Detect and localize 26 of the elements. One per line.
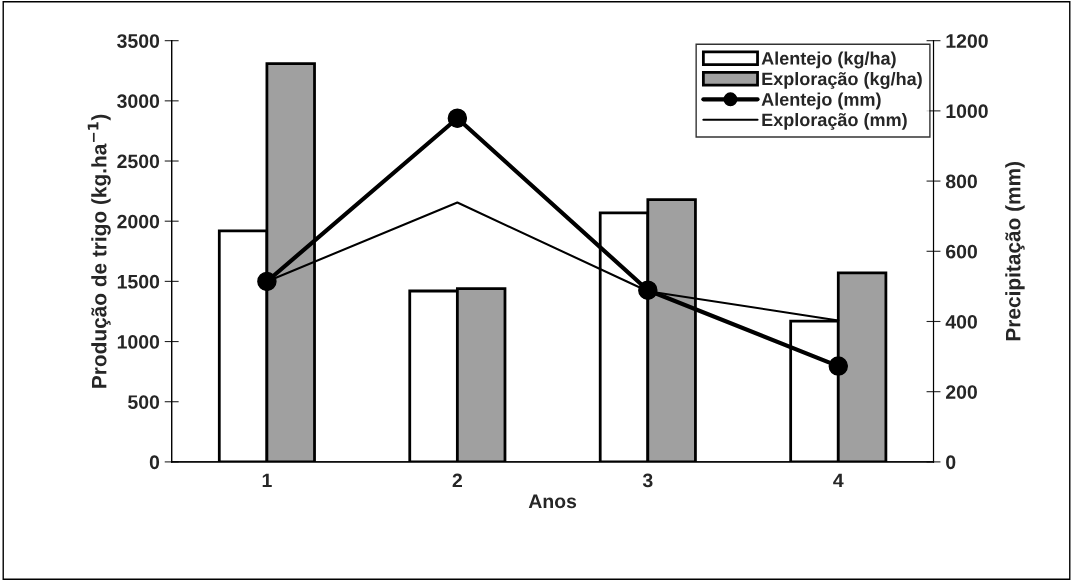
y2-tick-label: 1000 xyxy=(946,104,988,119)
y-tick-label: 3500 xyxy=(117,34,160,48)
y2-tick-label: 1200 xyxy=(946,34,988,48)
y2-axis-title: Precipitação (mm) xyxy=(1005,162,1025,341)
y-tick-label: 2000 xyxy=(117,214,160,229)
x-tick-label: 4 xyxy=(833,473,844,488)
y2-tick-label: 400 xyxy=(945,314,977,329)
x-tick-label: 2 xyxy=(452,473,462,488)
y-tick-label: 2500 xyxy=(117,154,160,169)
legend-label: Exploração (kg/ha) xyxy=(762,72,922,89)
y2-tick-label: 0 xyxy=(946,455,956,470)
legend-label: Alentejo (mm) xyxy=(761,92,881,110)
y2-tick-label: 800 xyxy=(945,174,977,189)
legend-label: Alentejo (kg/ha) xyxy=(761,51,896,69)
y-tick-label: 500 xyxy=(128,395,160,409)
y-axis-title: Produção de trigo (kg.ha$^{−1}$) xyxy=(87,114,111,388)
x-tick-label: 1 xyxy=(262,473,272,488)
y2-tick-label: 600 xyxy=(946,244,977,259)
x-axis-title: Anos xyxy=(528,494,577,509)
y-tick-label: 1000 xyxy=(117,335,160,349)
y-tick-label: 3000 xyxy=(117,94,160,109)
x-tick-label: 3 xyxy=(642,473,653,488)
y2-tick-label: 200 xyxy=(945,385,977,399)
y-tick-label: 1500 xyxy=(117,274,160,289)
y-tick-label: 0 xyxy=(149,455,160,470)
legend-label: Exploração (mm) xyxy=(762,112,907,130)
